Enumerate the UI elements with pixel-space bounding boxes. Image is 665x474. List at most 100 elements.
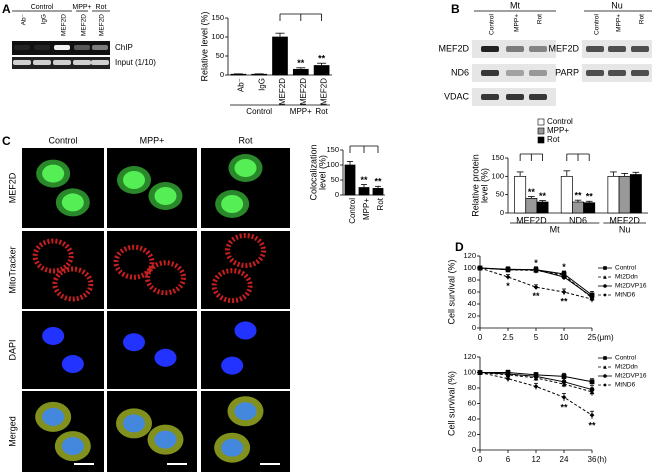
- nucleus: [221, 356, 244, 375]
- x-tick-label: MPP+: [362, 198, 371, 220]
- y-axis-label: level (%): [317, 155, 327, 190]
- blot-band: [529, 46, 547, 52]
- panel-letter: C: [2, 134, 11, 148]
- cell-signal: [225, 233, 266, 268]
- blot-label: VDAC: [444, 91, 470, 101]
- bar: [230, 73, 247, 76]
- nucleus: [123, 414, 145, 433]
- y-tick-label: 0: [500, 208, 504, 217]
- blot-band: [73, 60, 91, 65]
- marker: [533, 384, 539, 389]
- y-tick-label: 60: [468, 287, 476, 296]
- row-label: Merged: [7, 416, 17, 447]
- blot-label: PARP: [555, 67, 579, 77]
- x-tick-label: 24: [560, 455, 569, 464]
- x-tick-label: MEF2D: [320, 78, 329, 105]
- nucleus-signal: [154, 187, 177, 205]
- fraction-label: Mt: [510, 0, 520, 10]
- bar: [536, 201, 549, 214]
- significance-label: *: [506, 281, 510, 291]
- group-label: Nu: [619, 224, 631, 234]
- row-label: MEF2D: [7, 172, 17, 203]
- y-axis-label: Colocalization: [308, 144, 318, 200]
- legend-label: Control: [615, 265, 637, 272]
- x-tick-label: IgG: [257, 78, 266, 91]
- legend-swatch: [537, 118, 545, 126]
- bar: [560, 175, 573, 214]
- row-label: MitoTracker: [7, 246, 17, 293]
- y-tick-label: 0: [335, 190, 339, 199]
- nucleus-signal: [234, 159, 257, 177]
- blot-band: [631, 70, 649, 76]
- significance-label: **: [318, 54, 326, 64]
- x-tick-label: MEF2D: [299, 78, 308, 105]
- significance-label: **: [297, 58, 305, 68]
- nucleus-signal: [61, 193, 84, 212]
- bar: [372, 188, 384, 196]
- blot-band: [13, 60, 31, 65]
- y-axis-label: Cell survival (%): [446, 371, 456, 436]
- nucleus: [154, 430, 177, 449]
- x-tick-label: MEF2D: [278, 78, 287, 105]
- y-axis-label: level (%): [479, 168, 489, 203]
- x-tick-label: 2.5: [502, 333, 514, 342]
- y-tick-label: 120: [463, 251, 476, 260]
- marker: [477, 265, 483, 271]
- blot-band: [586, 70, 604, 76]
- marker: [561, 379, 567, 385]
- marker: [603, 356, 607, 360]
- bar: [344, 164, 356, 196]
- panel-letter: D: [455, 240, 464, 254]
- lane-group-label: MPP+: [72, 4, 91, 11]
- y-tick-label: 100: [211, 32, 224, 41]
- blot-band: [506, 46, 524, 52]
- line: [479, 267, 593, 300]
- significance-label: **: [560, 403, 568, 413]
- x-tick-label: 25: [588, 333, 597, 342]
- blot-band: [91, 60, 109, 65]
- lane-label: Rot: [537, 14, 544, 24]
- significance-label: *: [534, 258, 538, 268]
- blot-band: [53, 60, 71, 65]
- marker: [533, 267, 539, 273]
- significance-label: *: [590, 378, 594, 388]
- group-label: Mt: [550, 224, 560, 234]
- y-tick-label: 100: [463, 367, 476, 376]
- significance-label: **: [588, 420, 596, 430]
- marker: [505, 274, 511, 280]
- blot-band: [506, 94, 524, 100]
- significance-label: **: [532, 291, 540, 301]
- marker: [603, 383, 607, 387]
- blot-label: MEF2D: [438, 43, 469, 53]
- nucleus: [42, 407, 65, 426]
- blot: [472, 64, 556, 82]
- bar: [272, 36, 288, 76]
- y-tick-label: 150: [211, 13, 224, 22]
- nucleus: [42, 326, 65, 345]
- column-label: Control: [48, 135, 77, 145]
- y-tick-label: 80: [468, 383, 476, 392]
- blot-label: ChIP: [115, 43, 133, 52]
- legend-label: Rot: [547, 135, 560, 144]
- bar: [607, 175, 620, 214]
- panel-letter: B: [451, 2, 460, 16]
- legend-swatch: [537, 136, 545, 144]
- y-tick-label: 100: [491, 171, 504, 180]
- legend-label: MtND6: [615, 382, 636, 389]
- y-tick-label: 50: [331, 175, 339, 184]
- blot-band: [529, 70, 547, 76]
- blot-band: [631, 46, 649, 52]
- nucleus: [221, 438, 244, 457]
- marker: [589, 379, 595, 385]
- bar: [583, 202, 596, 214]
- marker: [533, 373, 539, 379]
- blot-band: [586, 46, 604, 52]
- marker: [561, 289, 567, 295]
- y-tick-label: 20: [468, 311, 476, 320]
- y-tick-label: 100: [326, 160, 339, 169]
- marker: [505, 267, 511, 273]
- blot-band: [33, 60, 51, 65]
- micrograph: [107, 311, 197, 389]
- bar: [251, 73, 268, 76]
